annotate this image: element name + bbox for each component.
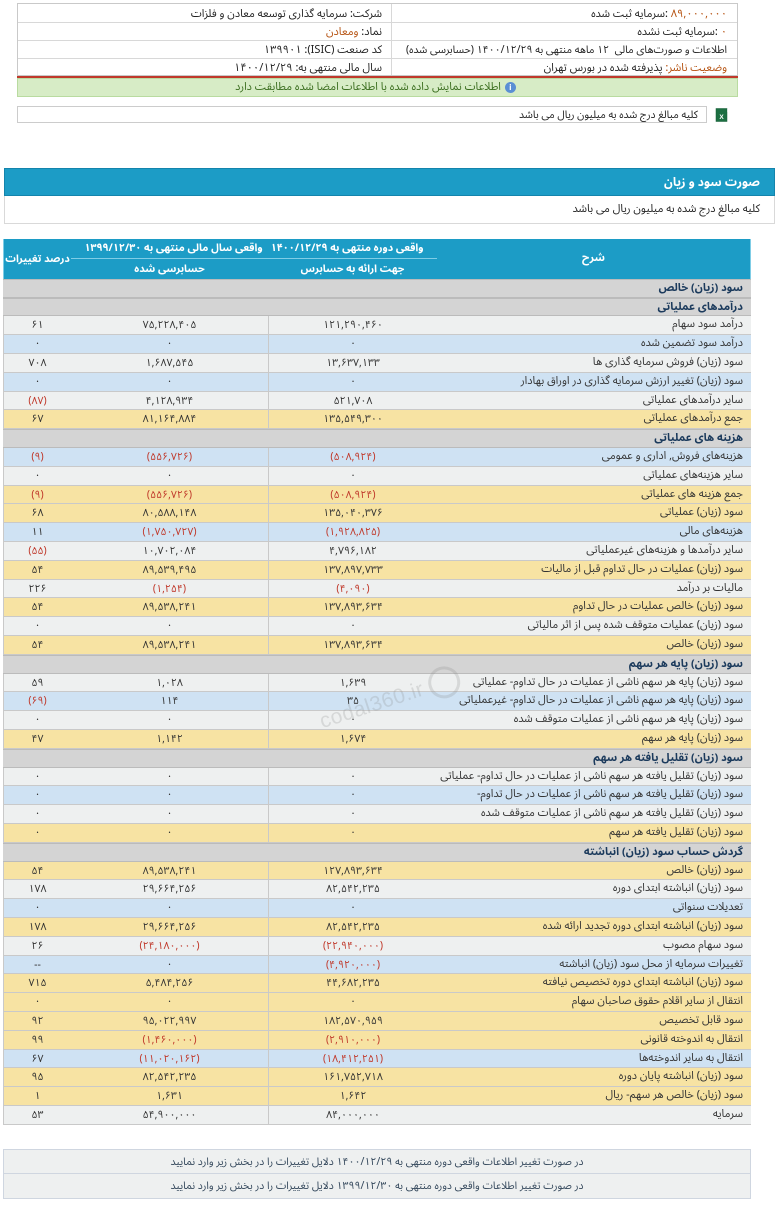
svg-text:X: X <box>719 114 724 121</box>
